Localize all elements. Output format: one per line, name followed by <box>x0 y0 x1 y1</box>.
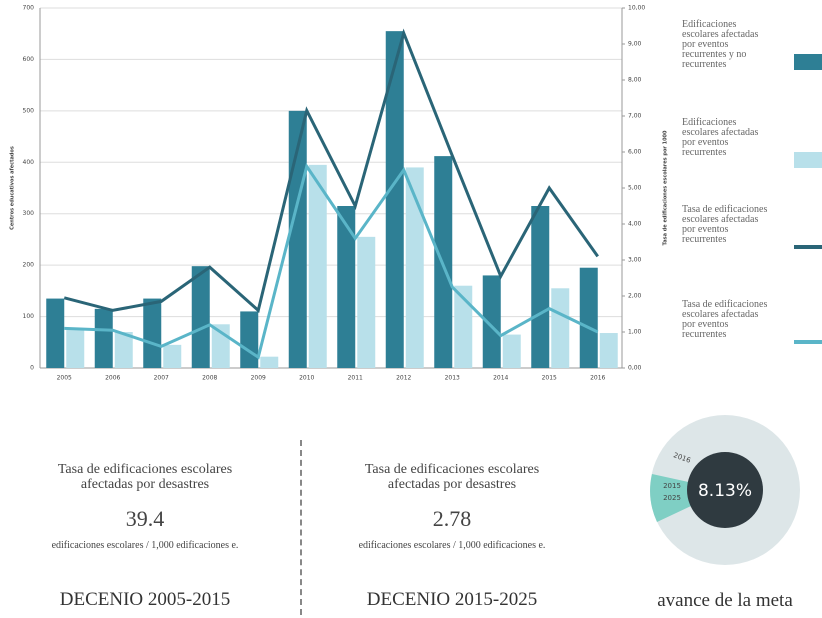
y2-tick-label: 0,00 <box>628 365 642 372</box>
bar <box>66 329 85 368</box>
line <box>63 28 599 314</box>
bar <box>579 267 598 368</box>
bar <box>143 298 162 368</box>
legend-label: Edificaciones escolares afectadas por ev… <box>682 19 759 70</box>
x-tick-label: 2016 <box>590 375 605 382</box>
bar <box>288 110 307 368</box>
bar <box>240 311 259 368</box>
y2-tick-label: 10,00 <box>628 5 645 12</box>
panel-unit: edificaciones escolares / 1,000 edificac… <box>51 540 239 551</box>
bar <box>163 344 182 368</box>
panel-value: 39.4 <box>125 506 165 531</box>
bar <box>454 285 473 368</box>
bar <box>531 206 550 368</box>
divider <box>300 440 302 615</box>
y2-tick-label: 4,00 <box>628 221 642 228</box>
panel-period: DECENIO 2015-2025 <box>366 589 538 610</box>
x-tick-label: 2006 <box>105 375 120 382</box>
y2-axis-label: Tasa de edificaciones escolares por 1000 <box>663 130 669 246</box>
bar <box>482 275 501 368</box>
bar <box>357 236 376 368</box>
legend-label: Tasa de edificaciones escolares afectada… <box>682 299 768 340</box>
y2-tick-label: 1,00 <box>628 329 642 336</box>
y-tick-label: 700 <box>23 5 35 12</box>
legend-item: Tasa de edificaciones escolares afectada… <box>682 204 822 249</box>
x-tick-label: 2014 <box>493 375 508 382</box>
goal-donut: 8.13% 2016 2015 2025 <box>650 415 800 565</box>
bar <box>337 206 356 368</box>
y-tick-label: 400 <box>23 159 35 166</box>
x-tick-label: 2011 <box>348 375 363 382</box>
y2-tick-label: 8,00 <box>628 77 642 84</box>
legend-label: Tasa de edificaciones escolares afectada… <box>682 204 768 245</box>
bar <box>405 167 424 368</box>
panel-title: Tasa de edificaciones escolares afectada… <box>57 462 233 492</box>
stat-panel: Tasa de edificaciones escolares afectada… <box>312 462 592 611</box>
x-tick-label: 2009 <box>251 375 266 382</box>
panel-value: 2.78 <box>432 506 472 531</box>
y-tick-label: 0 <box>30 365 34 372</box>
x-tick-label: 2013 <box>445 375 460 382</box>
legend-swatch <box>794 54 822 70</box>
legend-swatch <box>794 340 822 344</box>
y2-tick-label: 3,00 <box>628 257 642 264</box>
donut-center <box>687 452 763 528</box>
y2-tick-label: 7,00 <box>628 113 642 120</box>
bar <box>191 266 210 368</box>
x-tick-label: 2005 <box>57 375 72 382</box>
stat-panel: Tasa de edificaciones escolares afectada… <box>5 462 285 611</box>
y-axis-label: Centros educativos afectados <box>10 146 16 230</box>
donut-label: 2015 <box>663 482 681 490</box>
bar <box>599 333 618 368</box>
legend-swatch <box>794 245 822 249</box>
goal-caption: avance de la meta <box>657 590 793 611</box>
legend-swatch <box>794 152 822 168</box>
legend-item: Edificaciones escolares afectadas por ev… <box>682 117 822 168</box>
y-tick-label: 200 <box>23 262 35 269</box>
y2-tick-label: 9,00 <box>628 41 642 48</box>
bar <box>260 356 279 368</box>
y-tick-label: 500 <box>23 107 35 114</box>
y-tick-label: 300 <box>23 210 35 217</box>
bar <box>502 334 521 368</box>
line <box>64 162 599 360</box>
bar <box>385 31 404 369</box>
donut-label: 2025 <box>663 494 681 502</box>
x-tick-label: 2012 <box>396 375 411 382</box>
bar <box>551 288 570 368</box>
chart: Centros educativos afectados Tasa de edi… <box>10 5 669 382</box>
panel-unit: edificaciones escolares / 1,000 edificac… <box>358 540 546 551</box>
bar <box>308 164 327 368</box>
legend-item: Edificaciones escolares afectadas por ev… <box>682 20 822 70</box>
x-tick-label: 2008 <box>202 375 217 382</box>
legend-item: Tasa de edificaciones escolares afectada… <box>682 299 822 344</box>
x-tick-label: 2007 <box>154 375 169 382</box>
x-tick-label: 2015 <box>542 375 557 382</box>
y2-tick-label: 5,00 <box>628 185 642 192</box>
bar <box>46 298 65 368</box>
x-tick-label: 2010 <box>299 375 314 382</box>
panel-title: Tasa de edificaciones escolares afectada… <box>364 462 540 492</box>
panel-period: DECENIO 2005-2015 <box>59 589 231 610</box>
y2-tick-label: 6,00 <box>628 149 642 156</box>
y-tick-label: 600 <box>23 56 35 63</box>
center-label: 8.13% <box>698 481 752 501</box>
bar <box>114 332 133 368</box>
y-tick-label: 100 <box>23 313 35 320</box>
bar <box>94 308 113 368</box>
legend-label: Edificaciones escolares afectadas por ev… <box>682 117 759 158</box>
y2-tick-label: 2,00 <box>628 293 642 300</box>
